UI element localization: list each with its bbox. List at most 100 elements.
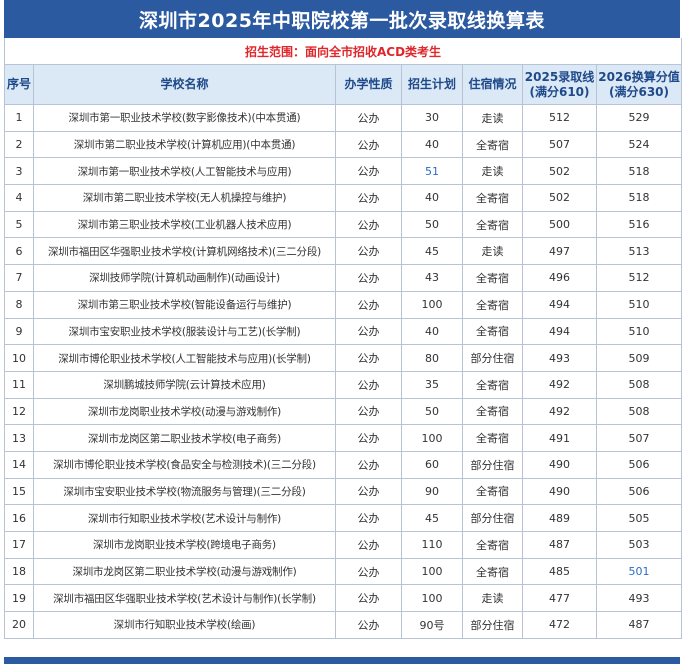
header-score-2026: 2026换算分值 (满分630)	[596, 64, 682, 105]
cell-index: 3	[4, 157, 34, 186]
cell-score-2025: 502	[522, 184, 597, 212]
cell-score-2026: 518	[596, 157, 682, 186]
cell-dorm: 走读	[462, 584, 523, 613]
cell-index: 19	[4, 584, 34, 613]
cell-index: 18	[4, 557, 34, 586]
cell-nature: 公办	[335, 370, 402, 399]
header-score-2025-title: 2025录取线	[524, 69, 595, 84]
cell-school: 深圳市第二职业技术学校(无人机操控与维护)	[33, 184, 336, 212]
cell-plan: 100	[401, 584, 463, 613]
header-school: 学校名称	[33, 64, 336, 105]
cell-school: 深圳市博伦职业技术学校(人工智能技术与应用)(长学制)	[33, 344, 336, 372]
cell-plan: 90	[401, 477, 463, 506]
score-table: 序号 学校名称 办学性质 招生计划 住宿情况 2025录取线 (满分610) 2…	[4, 64, 682, 639]
table-row: 20 深圳市行知职业技术学校(绘画) 公办 90号 部分住宿 472 487	[4, 611, 682, 639]
cell-dorm: 部分住宿	[462, 344, 523, 372]
cell-score-2025: 492	[522, 370, 597, 399]
cell-plan: 100	[401, 290, 463, 319]
cell-dorm: 全寄宿	[462, 477, 523, 506]
cell-score-2026: 493	[596, 584, 682, 613]
cell-score-2025: 472	[522, 611, 597, 639]
cell-score-2025: 487	[522, 531, 597, 559]
cell-score-2026: 516	[596, 210, 682, 239]
cell-dorm: 全寄宿	[462, 210, 523, 239]
cell-school: 深圳市宝安职业技术学校(服装设计与工艺)(长学制)	[33, 317, 336, 346]
cell-plan: 51	[401, 157, 463, 186]
cell-score-2025: 500	[522, 210, 597, 239]
header-score-2025-max: (满分610)	[529, 84, 590, 99]
cell-dorm: 全寄宿	[462, 264, 523, 292]
cell-nature: 公办	[335, 397, 402, 426]
table-row: 16 深圳市行知职业技术学校(艺术设计与制作) 公办 45 部分住宿 489 5…	[4, 504, 682, 532]
cell-nature: 公办	[335, 264, 402, 292]
cell-school: 深圳鹏城技师学院(云计算技术应用)	[33, 370, 336, 399]
cell-score-2026: 508	[596, 370, 682, 399]
header-score-2026-title: 2026换算分值	[598, 69, 680, 84]
cell-index: 16	[4, 504, 34, 532]
cell-index: 15	[4, 477, 34, 506]
table-row: 11 深圳鹏城技师学院(云计算技术应用) 公办 35 全寄宿 492 508	[4, 370, 682, 399]
cell-school: 深圳市福田区华强职业技术学校(计算机网络技术)(三二分段)	[33, 237, 336, 266]
table-row: 2 深圳市第二职业技术学校(计算机应用)(中本贯通) 公办 40 全寄宿 507…	[4, 130, 682, 159]
cell-nature: 公办	[335, 184, 402, 212]
cell-index: 14	[4, 450, 34, 479]
cell-index: 13	[4, 424, 34, 452]
cell-score-2026: 529	[596, 104, 682, 132]
cell-index: 11	[4, 370, 34, 399]
header-index: 序号	[4, 64, 34, 105]
cell-dorm: 部分住宿	[462, 450, 523, 479]
cell-score-2026: 501	[596, 557, 682, 586]
cell-school: 深圳市第三职业技术学校(智能设备运行与维护)	[33, 290, 336, 319]
cell-nature: 公办	[335, 237, 402, 266]
cell-school: 深圳市龙岗区第二职业技术学校(动漫与游戏制作)	[33, 557, 336, 586]
cell-nature: 公办	[335, 424, 402, 452]
cell-score-2026: 506	[596, 450, 682, 479]
cell-score-2026: 503	[596, 531, 682, 559]
cell-school: 深圳市宝安职业技术学校(物流服务与管理)(三二分段)	[33, 477, 336, 506]
cell-plan: 80	[401, 344, 463, 372]
cell-plan: 50	[401, 397, 463, 426]
cell-school: 深圳市第二职业技术学校(计算机应用)(中本贯通)	[33, 130, 336, 159]
cell-score-2025: 490	[522, 450, 597, 479]
table-row: 3 深圳市第一职业技术学校(人工智能技术与应用) 公办 51 走读 502 51…	[4, 157, 682, 186]
cell-plan: 50	[401, 210, 463, 239]
cell-score-2025: 489	[522, 504, 597, 532]
cell-plan: 45	[401, 237, 463, 266]
cell-score-2025: 490	[522, 477, 597, 506]
cell-school: 深圳市博伦职业技术学校(食品安全与检测技术)(三二分段)	[33, 450, 336, 479]
cell-score-2026: 510	[596, 290, 682, 319]
cell-plan: 60	[401, 450, 463, 479]
cell-score-2026: 524	[596, 130, 682, 159]
cell-dorm: 全寄宿	[462, 531, 523, 559]
cell-score-2025: 494	[522, 290, 597, 319]
cell-score-2025: 496	[522, 264, 597, 292]
table-row: 18 深圳市龙岗区第二职业技术学校(动漫与游戏制作) 公办 100 全寄宿 48…	[4, 557, 682, 586]
cell-index: 7	[4, 264, 34, 292]
cell-score-2026: 487	[596, 611, 682, 639]
cell-score-2026: 508	[596, 397, 682, 426]
cell-score-2026: 507	[596, 424, 682, 452]
cell-nature: 公办	[335, 104, 402, 132]
cell-plan: 40	[401, 130, 463, 159]
table-row: 4 深圳市第二职业技术学校(无人机操控与维护) 公办 40 全寄宿 502 51…	[4, 184, 682, 212]
header-score-2025: 2025录取线 (满分610)	[522, 64, 597, 105]
cell-plan: 100	[401, 557, 463, 586]
cell-school: 深圳市行知职业技术学校(艺术设计与制作)	[33, 504, 336, 532]
cell-score-2025: 497	[522, 237, 597, 266]
cell-score-2025: 492	[522, 397, 597, 426]
cell-nature: 公办	[335, 130, 402, 159]
cell-dorm: 全寄宿	[462, 397, 523, 426]
table-row: 1 深圳市第一职业技术学校(数字影像技术)(中本贯通) 公办 30 走读 512…	[4, 104, 682, 132]
cell-index: 20	[4, 611, 34, 639]
cell-index: 12	[4, 397, 34, 426]
cell-score-2025: 485	[522, 557, 597, 586]
cell-dorm: 全寄宿	[462, 424, 523, 452]
cell-plan: 30	[401, 104, 463, 132]
cell-plan: 35	[401, 370, 463, 399]
cell-nature: 公办	[335, 450, 402, 479]
cell-nature: 公办	[335, 317, 402, 346]
cell-score-2025: 493	[522, 344, 597, 372]
cell-score-2025: 477	[522, 584, 597, 613]
header-score-2026-max: (满分630)	[608, 84, 670, 99]
cell-index: 17	[4, 531, 34, 559]
